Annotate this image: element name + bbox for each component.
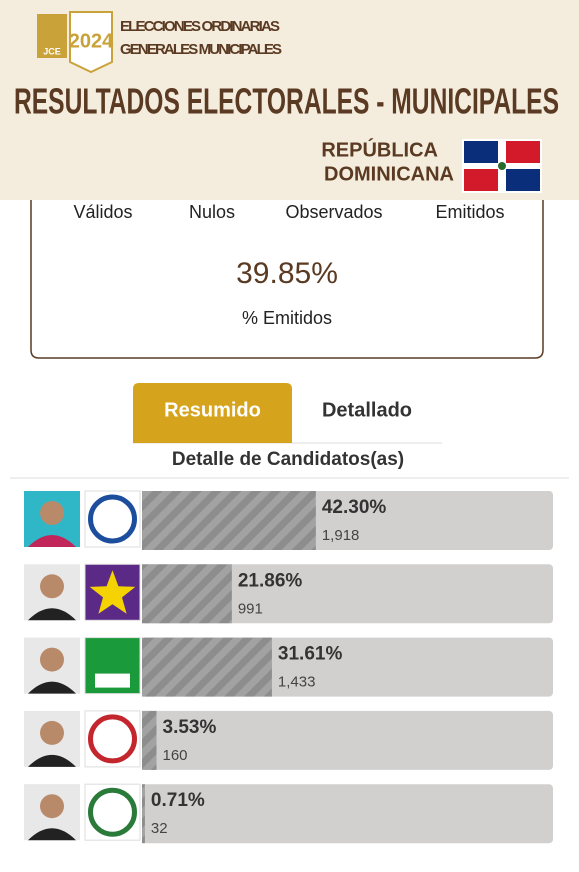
candidate-row: 42.30% 1,918 bbox=[24, 490, 553, 550]
tab[interactable]: Resumido bbox=[133, 383, 292, 443]
logo-mark bbox=[37, 14, 67, 58]
bar bbox=[142, 784, 145, 844]
candidate-percent: 31.61% bbox=[278, 644, 343, 665]
photo-head bbox=[40, 794, 64, 819]
photo-head bbox=[40, 647, 64, 672]
candidate-row: 21.86% 991 bbox=[24, 563, 553, 624]
party-logo bbox=[84, 490, 141, 548]
photo-body bbox=[28, 828, 76, 841]
logo-org: JCE bbox=[43, 46, 61, 56]
logo-emblem bbox=[88, 494, 137, 544]
event-line: ELECCIONES ORDINARIAS bbox=[120, 18, 280, 35]
summary-column: Nulos bbox=[189, 202, 235, 222]
section-title: Detalle de Candidatos(as) bbox=[172, 449, 404, 470]
tab-label: Resumido bbox=[164, 399, 261, 421]
candidate-percent: 3.53% bbox=[163, 717, 217, 738]
candidate-votes: 1,433 bbox=[278, 674, 316, 691]
summary-column: Emitidos bbox=[435, 202, 504, 222]
country: DOMINICANA bbox=[324, 163, 454, 185]
country: REPÚBLICA bbox=[321, 137, 438, 161]
photo-body bbox=[28, 535, 76, 547]
photo-head bbox=[40, 720, 64, 745]
candidate-votes: 160 bbox=[163, 747, 188, 764]
bar-track bbox=[142, 784, 553, 844]
candidate-row: 3.53% 160 bbox=[24, 710, 553, 770]
tab-active-bg bbox=[133, 383, 292, 443]
bar bbox=[142, 491, 316, 550]
bar-track bbox=[142, 710, 553, 770]
candidate-row: 0.71% 32 bbox=[24, 783, 553, 844]
candidate-votes: 32 bbox=[151, 820, 168, 837]
logo-star bbox=[89, 570, 136, 614]
page-title: RESULTADOS ELECTORALES - MUNICIPALES bbox=[14, 81, 559, 122]
tab-label: Detallado bbox=[322, 399, 412, 421]
summary-percent: 39.85% bbox=[236, 257, 338, 290]
photo-body bbox=[28, 681, 76, 694]
logo-shield bbox=[69, 11, 113, 74]
logo-emblem bbox=[88, 787, 137, 837]
party-logo bbox=[84, 783, 141, 841]
tab[interactable]: Detallado bbox=[322, 399, 412, 421]
party-logo bbox=[84, 710, 141, 768]
logo-emblem bbox=[95, 673, 130, 688]
flag bbox=[462, 139, 542, 193]
photo-body bbox=[28, 608, 76, 621]
photo-head bbox=[40, 501, 64, 525]
candidate-votes: 991 bbox=[238, 600, 263, 617]
bar bbox=[142, 564, 232, 624]
logo-year: 2024 bbox=[69, 30, 114, 52]
summary-card bbox=[30, 200, 544, 359]
candidate-votes: 1,918 bbox=[322, 527, 360, 544]
bar-track bbox=[142, 564, 553, 624]
photo-head bbox=[40, 574, 64, 599]
event-line: GENERALES MUNICIPALES bbox=[120, 41, 282, 58]
logo-emblem bbox=[88, 714, 137, 764]
summary-column: Válidos bbox=[73, 202, 132, 222]
candidate-row: 31.61% 1,433 bbox=[24, 637, 553, 697]
candidate-percent: 21.86% bbox=[238, 570, 303, 591]
candidate-percent: 0.71% bbox=[151, 790, 205, 811]
bar bbox=[142, 637, 272, 697]
summary-label: % Emitidos bbox=[242, 308, 332, 328]
photo-body bbox=[28, 754, 76, 767]
summary-column: Observados bbox=[285, 202, 382, 222]
bar bbox=[142, 710, 157, 770]
candidate-percent: 42.30% bbox=[322, 497, 387, 518]
